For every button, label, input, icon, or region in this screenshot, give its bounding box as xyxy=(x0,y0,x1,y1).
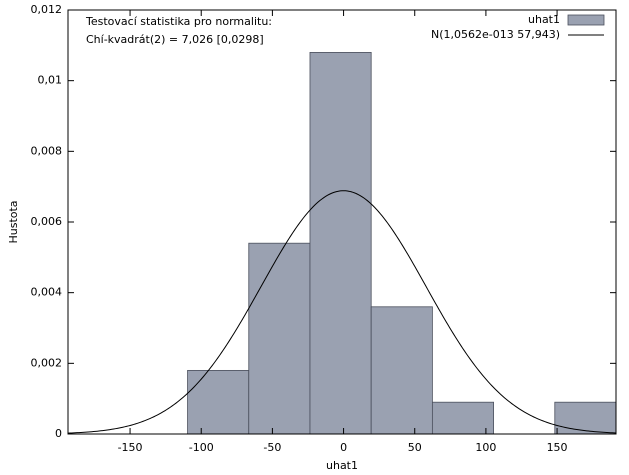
bar xyxy=(187,369,250,435)
x-tick-label: 50 xyxy=(408,441,422,454)
x-tick-label: 150 xyxy=(547,441,568,454)
legend-label: N(1,0562e-013 57,943) xyxy=(431,28,560,41)
bar xyxy=(309,52,372,435)
annotation: Chí-kvadrát(2) = 7,026 [0,0298] xyxy=(86,33,264,46)
legend-swatch xyxy=(567,14,605,26)
x-tick-label: 100 xyxy=(475,441,496,454)
x-tick-label: -150 xyxy=(118,441,143,454)
bar xyxy=(248,242,311,435)
y-tick-label: 0,004 xyxy=(31,286,63,299)
y-tick-label: 0,01 xyxy=(38,74,63,87)
bar xyxy=(554,401,617,435)
y-tick-label: 0,002 xyxy=(31,356,63,369)
x-axis-title: uhat1 xyxy=(326,459,358,472)
y-tick-label: 0,008 xyxy=(31,144,63,157)
y-tick-label: 0 xyxy=(55,427,62,440)
bar xyxy=(431,401,494,435)
annotation: Testovací statistika pro normalitu: xyxy=(85,15,272,28)
legend-label: uhat1 xyxy=(528,13,560,26)
y-tick-label: 0,012 xyxy=(31,3,63,16)
y-axis-title: Hustota xyxy=(7,200,20,243)
x-tick-label: -50 xyxy=(263,441,281,454)
x-tick-label: -100 xyxy=(189,441,214,454)
normal-curve xyxy=(67,190,617,434)
x-tick-label: 0 xyxy=(340,441,347,454)
bar xyxy=(370,306,433,435)
y-tick-label: 0,006 xyxy=(31,215,63,228)
